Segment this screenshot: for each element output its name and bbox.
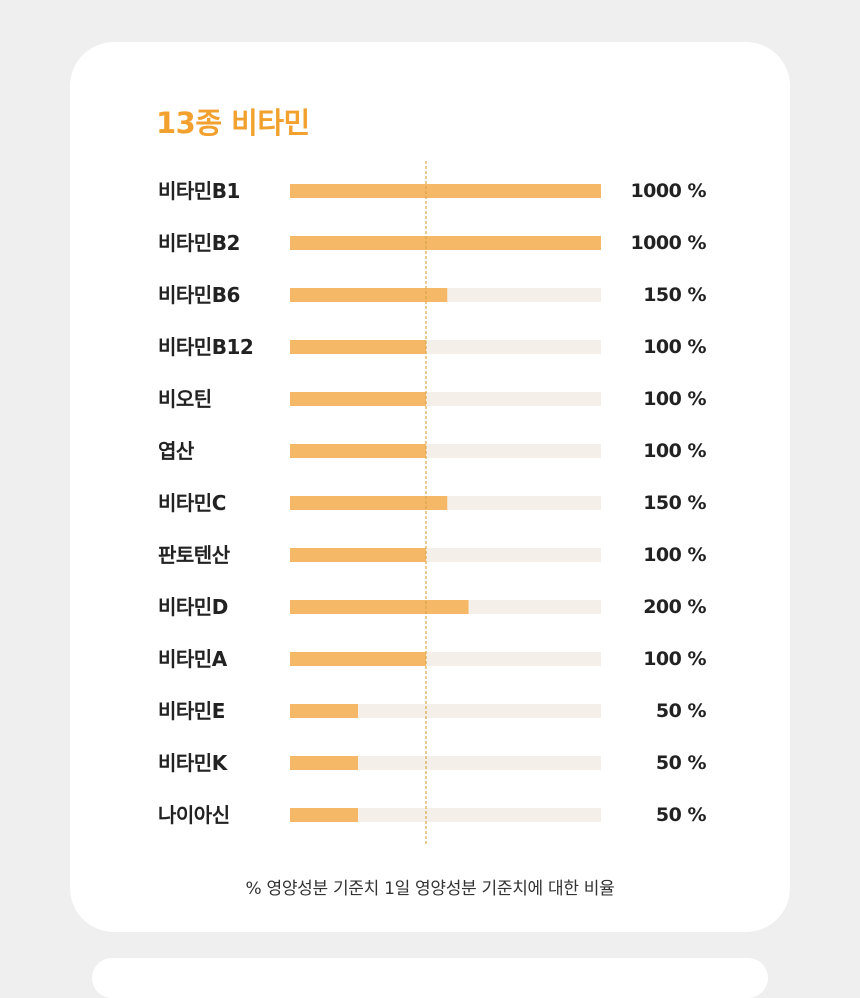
bar (290, 652, 426, 666)
bar (290, 808, 358, 822)
chart-footnote: % 영양성분 기준치 1일 영양성분 기준치에 대한 비율 (245, 879, 615, 899)
bar (290, 756, 358, 770)
bar-track (290, 704, 601, 718)
value-label: 150 % (643, 284, 706, 306)
chart-title: 13종 비타민 (156, 106, 310, 140)
category-label: 비타민B12 (158, 335, 253, 359)
value-label: 100 % (643, 544, 706, 566)
value-label: 1000 % (630, 232, 706, 254)
value-label: 100 % (643, 336, 706, 358)
bar-track (290, 756, 601, 770)
category-label: 판토텐산 (158, 543, 231, 567)
bar (290, 444, 426, 458)
category-label: 비타민B2 (158, 231, 240, 255)
category-label: 비타민B1 (158, 179, 240, 203)
value-label: 100 % (643, 440, 706, 462)
bar (290, 496, 448, 510)
next-card (92, 958, 768, 998)
category-label: 비타민B6 (158, 283, 240, 307)
value-label: 200 % (643, 596, 706, 618)
bar (290, 392, 426, 406)
value-label: 100 % (643, 388, 706, 410)
value-label: 50 % (656, 804, 707, 826)
bar (290, 288, 448, 302)
bar (290, 548, 426, 562)
value-label: 1000 % (630, 180, 706, 202)
bar-track (290, 808, 601, 822)
category-label: 비타민K (158, 751, 229, 775)
category-label: 나이아신 (158, 803, 230, 827)
vitamin-bar-chart: 비타민B1 1000 % 비타민B2 1000 % 비타민B6 150 % 비타민B12 10… (158, 161, 707, 845)
value-label: 150 % (643, 492, 706, 514)
category-label: 비타민A (158, 647, 228, 671)
bar (290, 704, 358, 718)
value-label: 100 % (643, 648, 706, 670)
bar (290, 236, 601, 250)
vitamin-card: 13종 비타민 비타민B1 1000 % 비타민B2 1000 % 비타민B6 150 %… (70, 42, 790, 932)
category-label: 비타민C (158, 491, 226, 515)
value-label: 50 % (656, 700, 707, 722)
category-label: 비오틴 (158, 387, 212, 411)
bar (290, 600, 469, 614)
category-label: 비타민E (158, 699, 225, 723)
bar (290, 184, 601, 198)
category-label: 비타민D (158, 595, 228, 619)
value-label: 50 % (656, 752, 707, 774)
bar (290, 340, 426, 354)
category-label: 엽산 (158, 439, 195, 463)
